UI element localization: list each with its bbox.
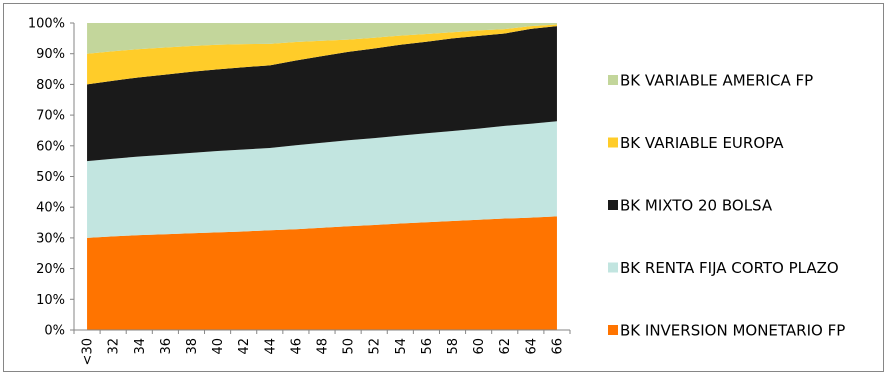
legend-label: BK RENTA FIJA CORTO PLAZO (620, 259, 839, 277)
area-series-3 (87, 26, 557, 162)
y-tick-label: 10% (36, 293, 65, 308)
y-tick-label: 40% (36, 201, 65, 216)
legend-item: BK INVERSION MONETARIO FP (608, 322, 845, 340)
x-tick-label: 34 (133, 338, 148, 355)
legend-label: BK VARIABLE EUROPA (620, 134, 784, 152)
legend-label-line: BK RENTA FIJA CORTO PLAZO (620, 259, 839, 277)
area-series-4 (87, 24, 557, 85)
legend-label: BK MIXTO 20 BOLSA (620, 197, 773, 215)
legend-label: BK VARIABLE AMERICA FP (620, 72, 813, 90)
axes-group: 0% 10% 20% 30% 40% 50% 60% 70% 80% 90% 100% <30 32 34… (28, 17, 571, 365)
legend-swatch (608, 137, 618, 148)
area-series-2 (87, 121, 557, 238)
y-tick-label: 20% (36, 262, 65, 277)
x-tick-label: 50 (342, 338, 357, 355)
legend-item: BK VARIABLE AMERICA FP (608, 72, 813, 90)
legend-label-line: BK MIXTO 20 BOLSA (620, 197, 773, 215)
legend-label-line: BK VARIABLE EUROPA (620, 134, 784, 152)
x-tick-label: 46 (289, 338, 304, 355)
legend-item: BK VARIABLE EUROPA (608, 134, 784, 152)
legend-label: BK INVERSION MONETARIO FP (620, 322, 845, 340)
y-tick-label: 80% (36, 78, 65, 93)
y-tick-label: 60% (36, 139, 65, 154)
y-tick-label: 0% (44, 324, 65, 339)
x-tick-label: 62 (498, 338, 513, 355)
legend-swatch (608, 325, 618, 335)
x-tick-label: 32 (107, 338, 122, 355)
area-series-group (87, 23, 557, 330)
y-tick-label: 50% (36, 170, 65, 185)
legend-swatch (608, 262, 618, 273)
x-tick-label: 42 (237, 338, 252, 355)
x-tick-label: 58 (446, 338, 461, 355)
y-tick-label: 90% (36, 47, 65, 62)
stacked-area-chart: 0% 10% 20% 30% 40% 50% 60% 70% 80% 90% 100% <30 32 34… (28, 17, 845, 366)
legend-item: BK MIXTO 20 BOLSA (608, 197, 773, 215)
area-series-1 (87, 216, 557, 330)
legend: BK VARIABLE AMERICA FP BK VARIABLE EUROPA… (608, 72, 845, 340)
x-tick-label: 48 (316, 338, 331, 355)
chart-frame: 0% 10% 20% 30% 40% 50% 60% 70% 80% 90% 100% <30 32 34… (3, 3, 884, 372)
x-tick-label: 52 (368, 338, 383, 355)
x-tick-label: 56 (420, 338, 435, 355)
x-tick-label: 60 (472, 338, 487, 355)
x-tick-label: 40 (211, 338, 226, 355)
y-tick-label: 70% (36, 109, 65, 124)
x-tick-label: 36 (159, 338, 174, 355)
x-tick-label: <30 (81, 338, 96, 365)
x-tick-label: 66 (550, 338, 565, 355)
legend-label-line: BK INVERSION MONETARIO FP (620, 322, 845, 340)
x-tick-label: 38 (185, 338, 200, 355)
legend-label-line: BK VARIABLE AMERICA FP (620, 72, 813, 90)
legend-swatch (608, 75, 618, 85)
legend-item: BK RENTA FIJA CORTO PLAZO (608, 259, 839, 277)
area-series-5 (87, 23, 557, 54)
x-tick-label: 44 (263, 338, 278, 355)
legend-swatch (608, 200, 618, 210)
x-tick-label: 64 (524, 338, 539, 355)
x-tick-label: 54 (394, 338, 409, 355)
y-tick-label: 30% (36, 231, 65, 246)
y-tick-label: 100% (28, 17, 65, 32)
